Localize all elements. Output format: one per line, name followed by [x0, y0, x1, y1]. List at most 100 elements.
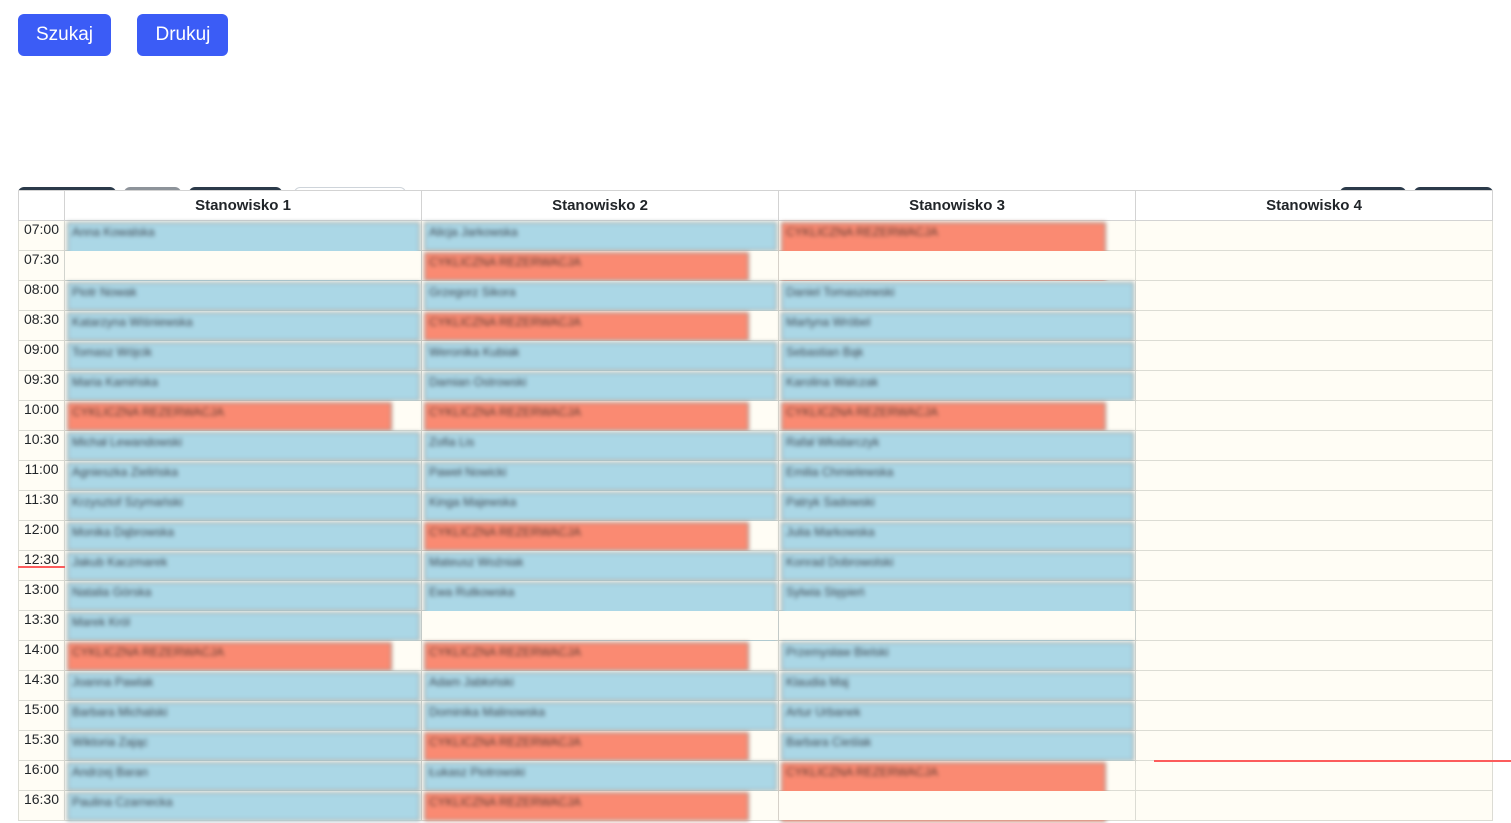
slot-2-13-00[interactable]: Ewa Rutkowska	[421, 580, 779, 642]
appointment-block[interactable]: Katarzyna Wiśniewska	[67, 312, 420, 341]
slot-3-11-30[interactable]: Patryk Sadowski	[778, 490, 1136, 521]
appointment-block[interactable]: Barbara Cieślak	[781, 732, 1134, 761]
slot-3-10-30[interactable]: Rafał Włodarczyk	[778, 430, 1136, 461]
appointment-block[interactable]: Barbara Michalski	[67, 702, 420, 731]
slot-3-12-30[interactable]: Konrad Dobrowolski	[778, 550, 1136, 581]
slot-2-10-30[interactable]: Zofia Lis	[421, 430, 779, 461]
slot-2-15-30[interactable]: CYKLICZNA REZERWACJA	[421, 730, 779, 761]
slot-3-09-00[interactable]: Sebastian Bąk	[778, 340, 1136, 371]
slot-4-15-00[interactable]	[1135, 700, 1493, 731]
slot-3-11-00[interactable]: Emilia Chmielewska	[778, 460, 1136, 491]
slot-4-07-00[interactable]	[1135, 220, 1493, 251]
slot-1-11-00[interactable]: Agnieszka Zielińska	[64, 460, 422, 491]
slot-4-13-00[interactable]	[1135, 580, 1493, 611]
appointment-block[interactable]: Piotr Nowak	[67, 282, 420, 311]
slot-1-08-30[interactable]: Katarzyna Wiśniewska	[64, 310, 422, 341]
slot-2-13-30[interactable]	[421, 610, 779, 641]
slot-2-10-00[interactable]: CYKLICZNA REZERWACJA	[421, 400, 779, 431]
appointment-block[interactable]: Mateusz Woźniak	[424, 552, 777, 581]
appointment-block[interactable]: Agnieszka Zielińska	[67, 462, 420, 491]
print-button[interactable]: Drukuj	[137, 14, 229, 56]
appointment-block[interactable]: Damian Ostrowski	[424, 372, 777, 401]
appointment-block[interactable]: Emilia Chmielewska	[781, 462, 1134, 491]
appointment-block[interactable]: Julia Markowska	[781, 522, 1134, 551]
appointment-block[interactable]: Grzegorz Sikora	[424, 282, 777, 311]
appointment-block[interactable]: Natalia Górska	[67, 582, 420, 611]
appointment-block[interactable]: Jakub Kaczmarek	[67, 552, 420, 581]
slot-4-09-30[interactable]	[1135, 370, 1493, 401]
slot-3-16-30[interactable]	[778, 790, 1136, 821]
slot-1-11-30[interactable]: Krzysztof Szymański	[64, 490, 422, 521]
slot-2-16-30[interactable]: CYKLICZNA REZERWACJA	[421, 790, 779, 821]
slot-3-08-00[interactable]: Daniel Tomaszewski	[778, 280, 1136, 311]
slot-1-13-00[interactable]: Natalia Górska	[64, 580, 422, 611]
recurring-reservation-block[interactable]: CYKLICZNA REZERWACJA	[424, 642, 749, 671]
slot-4-16-30[interactable]	[1135, 790, 1493, 821]
recurring-reservation-block[interactable]: CYKLICZNA REZERWACJA	[424, 252, 749, 281]
slot-4-14-00[interactable]	[1135, 640, 1493, 671]
slot-1-09-00[interactable]: Tomasz Wójcik	[64, 340, 422, 371]
slot-1-07-00[interactable]: Anna Kowalska	[64, 220, 422, 282]
appointment-block[interactable]: Przemysław Bielski	[781, 642, 1134, 671]
slot-4-09-00[interactable]	[1135, 340, 1493, 371]
slot-1-10-00[interactable]: CYKLICZNA REZERWACJA	[64, 400, 422, 431]
appointment-block[interactable]: Łukasz Piotrowski	[424, 762, 777, 791]
slot-1-10-30[interactable]: Michał Lewandowski	[64, 430, 422, 461]
slot-1-13-30[interactable]: Marek Król	[64, 610, 422, 641]
slot-2-11-00[interactable]: Paweł Nowicki	[421, 460, 779, 491]
slot-4-08-00[interactable]	[1135, 280, 1493, 311]
appointment-block[interactable]: Alicja Jarkowska	[424, 222, 777, 251]
slot-4-12-30[interactable]	[1135, 550, 1493, 581]
appointment-block[interactable]: Monika Dąbrowska	[67, 522, 420, 551]
slot-3-14-00[interactable]: Przemysław Bielski	[778, 640, 1136, 671]
slot-4-10-00[interactable]	[1135, 400, 1493, 431]
slot-1-09-30[interactable]: Maria Kamińska	[64, 370, 422, 401]
slot-4-12-00[interactable]	[1135, 520, 1493, 551]
slot-3-13-00[interactable]: Sylwia Stępień	[778, 580, 1136, 642]
slot-1-07-30[interactable]	[64, 250, 422, 281]
appointment-block[interactable]: Daniel Tomaszewski	[781, 282, 1134, 311]
slot-2-07-30[interactable]: CYKLICZNA REZERWACJA	[421, 250, 779, 281]
appointment-block[interactable]: Marek Król	[67, 612, 420, 641]
appointment-block[interactable]: Zofia Lis	[424, 432, 777, 461]
slot-1-15-30[interactable]: Wiktoria Zając	[64, 730, 422, 761]
slot-2-12-30[interactable]: Mateusz Woźniak	[421, 550, 779, 581]
slot-4-11-30[interactable]	[1135, 490, 1493, 521]
slot-2-16-00[interactable]: Łukasz Piotrowski	[421, 760, 779, 791]
appointment-block[interactable]: Sebastian Bąk	[781, 342, 1134, 371]
recurring-reservation-block[interactable]: CYKLICZNA REZERWACJA	[424, 402, 749, 431]
slot-1-12-30[interactable]: Jakub Kaczmarek	[64, 550, 422, 581]
appointment-block[interactable]: Rafał Włodarczyk	[781, 432, 1134, 461]
slot-3-12-00[interactable]: Julia Markowska	[778, 520, 1136, 551]
slot-4-07-30[interactable]	[1135, 250, 1493, 281]
slot-1-12-00[interactable]: Monika Dąbrowska	[64, 520, 422, 551]
slot-1-14-30[interactable]: Joanna Pawlak	[64, 670, 422, 701]
slot-2-09-00[interactable]: Weronika Kubiak	[421, 340, 779, 371]
slot-2-11-30[interactable]: Kinga Majewska	[421, 490, 779, 521]
recurring-reservation-block[interactable]: CYKLICZNA REZERWACJA	[424, 732, 749, 761]
appointment-block[interactable]: Konrad Dobrowolski	[781, 552, 1134, 581]
recurring-reservation-block[interactable]: CYKLICZNA REZERWACJA	[781, 402, 1106, 431]
slot-4-14-30[interactable]	[1135, 670, 1493, 701]
slot-1-08-00[interactable]: Piotr Nowak	[64, 280, 422, 311]
slot-2-07-00[interactable]: Alicja Jarkowska	[421, 220, 779, 251]
slot-2-15-00[interactable]: Dominika Malinowska	[421, 700, 779, 731]
appointment-block[interactable]: Dominika Malinowska	[424, 702, 777, 731]
slot-2-12-00[interactable]: CYKLICZNA REZERWACJA	[421, 520, 779, 551]
slot-4-13-30[interactable]	[1135, 610, 1493, 641]
appointment-block[interactable]: Paweł Nowicki	[424, 462, 777, 491]
slot-3-14-30[interactable]: Klaudia Maj	[778, 670, 1136, 701]
appointment-block[interactable]: Weronika Kubiak	[424, 342, 777, 371]
appointment-block[interactable]: Klaudia Maj	[781, 672, 1134, 701]
recurring-reservation-block[interactable]: CYKLICZNA REZERWACJA	[67, 402, 392, 431]
appointment-block[interactable]: Kinga Majewska	[424, 492, 777, 521]
recurring-reservation-block[interactable]: CYKLICZNA REZERWACJA	[424, 522, 749, 551]
appointment-block[interactable]: Wiktoria Zając	[67, 732, 420, 761]
slot-3-07-00[interactable]: CYKLICZNA REZERWACJA	[778, 220, 1136, 282]
recurring-reservation-block[interactable]: CYKLICZNA REZERWACJA	[424, 792, 749, 821]
search-button[interactable]: Szukaj	[18, 14, 112, 56]
slot-4-08-30[interactable]	[1135, 310, 1493, 341]
slot-1-14-00[interactable]: CYKLICZNA REZERWACJA	[64, 640, 422, 671]
appointment-block[interactable]: Martyna Wróbel	[781, 312, 1134, 341]
appointment-block[interactable]: Artur Urbanek	[781, 702, 1134, 731]
